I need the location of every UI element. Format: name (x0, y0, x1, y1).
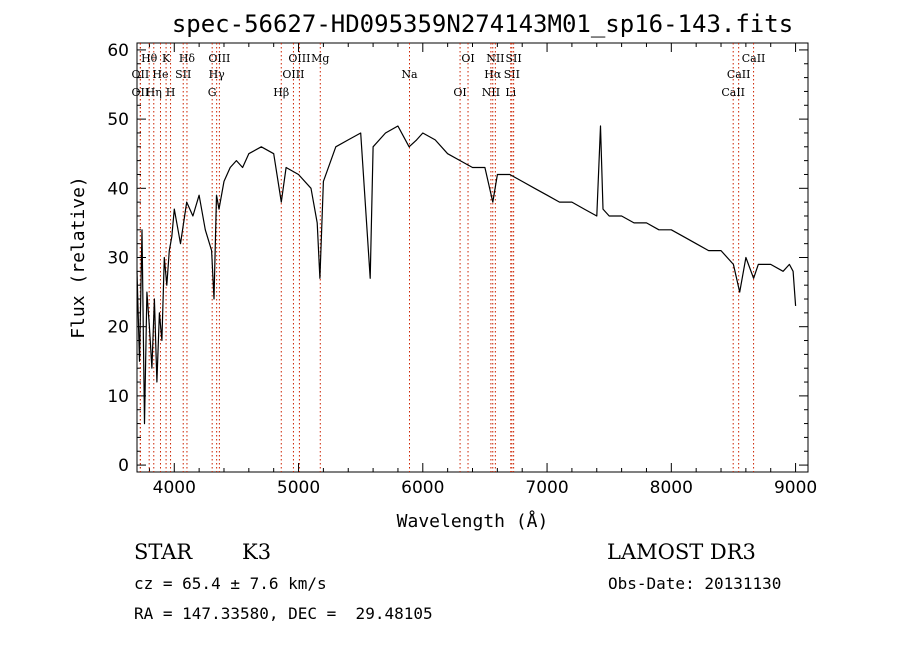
spectral-line-label: NII (486, 52, 504, 65)
spectral-line-label: Hδ (179, 52, 196, 65)
y-tick-label: 60 (107, 41, 129, 61)
spectral-line-label: OIII (208, 52, 230, 65)
spectral-line-label: Hη (146, 86, 162, 99)
x-tick-label: 5000 (277, 478, 320, 498)
redshift-text: cz = 65.4 ± 7.6 km/s (134, 574, 327, 593)
obs-date: Obs-Date: 20131130 (608, 574, 782, 593)
x-tick-label: 4000 (153, 478, 196, 498)
object-subclass: K3 (242, 540, 272, 564)
spectral-line-label: SII (175, 68, 191, 81)
y-axis-label: Flux (relative) (68, 176, 89, 339)
spectral-line-label: OI (453, 86, 466, 99)
spectral-line-label: Hγ (209, 68, 226, 81)
spectral-line-label: Li (505, 86, 516, 99)
spectral-line-label: CaII (742, 52, 766, 65)
spectrum-series-line (136, 125, 797, 425)
spectral-line-label: He (152, 68, 168, 81)
spectral-line-label: OI (461, 52, 474, 65)
survey-label: LAMOST DR3 (607, 540, 756, 564)
spectral-line-label: CaII (721, 86, 745, 99)
spectral-line-label: Hβ (273, 86, 289, 99)
plot-frame (136, 42, 809, 473)
spectral-line-label: Hθ (141, 52, 158, 65)
spectral-line-label: OII (131, 86, 149, 99)
y-tick-label: 10 (107, 387, 129, 407)
spectral-line-label: SII (506, 52, 522, 65)
spectral-line-label: Hα (484, 68, 502, 81)
spectrum-plot: 4000 5000 6000 7000 8000 9000 0 10 20 30 40 50 60 Hθ O… (68, 10, 817, 532)
object-class: STAR (134, 540, 193, 564)
y-tick-label: 40 (107, 179, 129, 199)
y-tick-label: 50 (107, 110, 129, 130)
spectral-line-label: OII (131, 68, 149, 81)
y-tick-label: 30 (107, 249, 129, 269)
x-tick-label: 7000 (525, 478, 568, 498)
spectral-line-label: H (166, 86, 176, 99)
x-tick-label: 8000 (650, 478, 693, 498)
y-tick-label: 20 (107, 318, 129, 338)
spectral-line-label: Na (401, 68, 418, 81)
spectral-line-label: OIII (288, 52, 310, 65)
spectral-line-label: NII (482, 86, 500, 99)
y-tick-label: 0 (118, 456, 129, 476)
spectral-line-label: SII (504, 68, 520, 81)
spectral-line-label: CaII (727, 68, 751, 81)
spectral-line-label: K (162, 52, 171, 65)
x-axis-label: Wavelength (Å) (397, 510, 549, 532)
x-tick-label: 6000 (401, 478, 444, 498)
spectral-line-label: G (208, 86, 217, 99)
spectral-line-label: Mg (311, 52, 329, 65)
coordinates: RA = 147.33580, DEC = 29.48105 (134, 604, 433, 623)
spectral-line-label: OIII (282, 68, 304, 81)
chart-title: spec-56627-HD095359N274143M01_sp16-143.f… (172, 10, 793, 38)
x-tick-label: 9000 (774, 478, 817, 498)
